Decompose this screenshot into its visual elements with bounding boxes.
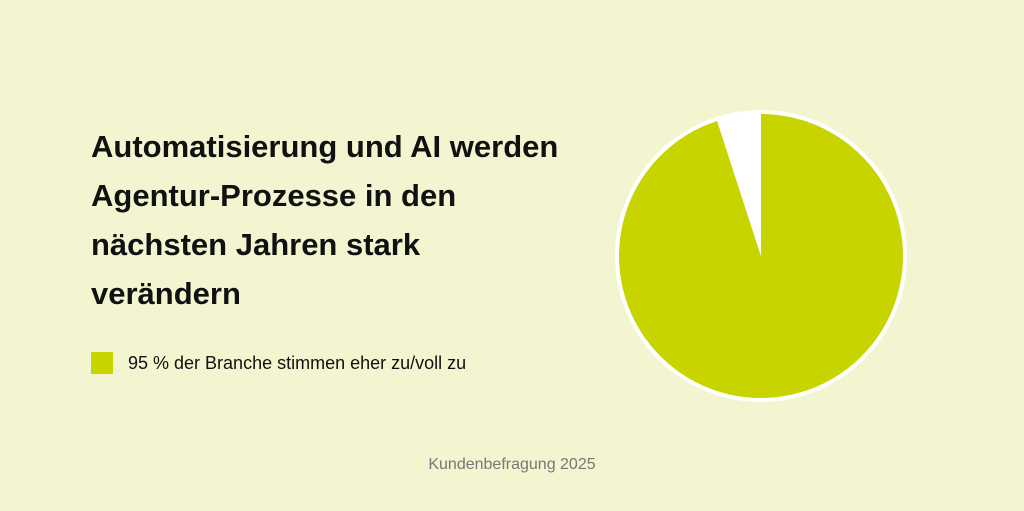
legend-label: 95 % der Branche stimmen eher zu/voll zu	[128, 352, 467, 373]
legend: 95 % der Branche stimmen eher zu/voll zu	[91, 352, 466, 374]
pie-slice	[717, 114, 761, 256]
source-note: Kundenbefragung 2025	[428, 456, 596, 473]
legend-swatch	[91, 352, 113, 374]
chart-title: Automatisierung und AI werden Agentur-Pr…	[91, 129, 559, 311]
